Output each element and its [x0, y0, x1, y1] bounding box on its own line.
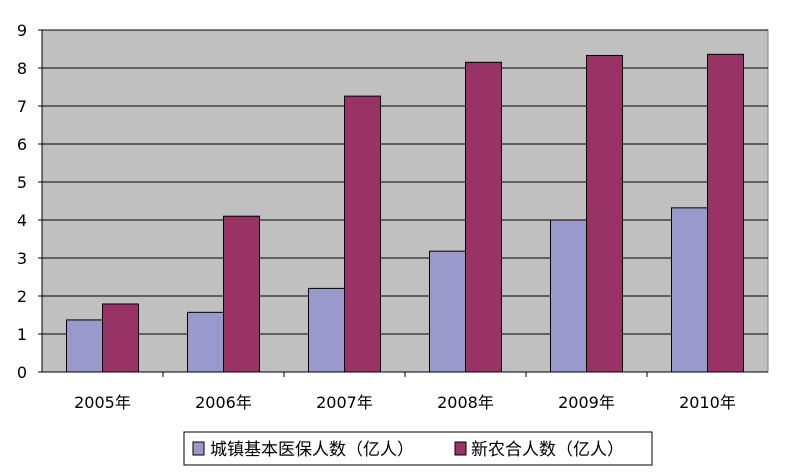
- x-tick-label: 2007年: [316, 393, 373, 412]
- bar-series-1-1: [187, 311, 224, 373]
- x-tick-label: 2010年: [679, 393, 736, 412]
- bar-series-2-2: [344, 95, 381, 373]
- legend-label-series-2: 新农合人数（亿人）: [471, 440, 624, 460]
- bar-series-1-2: [308, 287, 345, 373]
- legend-swatch-series-2: [454, 441, 467, 456]
- x-tick-label: 2005年: [74, 393, 131, 412]
- bars: [66, 53, 744, 373]
- y-tick-label: 2: [17, 287, 27, 306]
- bar-series-1-4: [550, 219, 587, 373]
- y-tick-label: 4: [17, 211, 27, 230]
- y-tick-label: 0: [17, 363, 27, 382]
- bar-series-2-4: [586, 54, 623, 373]
- bar-series-2-1: [223, 215, 260, 373]
- x-tick-label: 2009年: [558, 393, 615, 412]
- bar-series-1-0: [66, 319, 103, 373]
- x-tick-label: 2006年: [195, 393, 252, 412]
- y-tick-labels: 0 1 2 3 4 5 6 7 8 9: [17, 21, 42, 382]
- legend-swatch-series-1: [192, 441, 205, 456]
- y-tick-label: 6: [17, 135, 27, 154]
- bar-series-2-0: [102, 303, 139, 373]
- y-tick-label: 5: [17, 173, 27, 192]
- x-tick-labels: 2005年 2006年 2007年 2008年 2009年 2010年: [74, 372, 736, 412]
- legend-label-series-1: 城镇基本医保人数（亿人）: [210, 440, 414, 460]
- plot-area: [41, 29, 769, 373]
- bar-series-1-5: [671, 207, 708, 373]
- bar-series-1-3: [429, 250, 466, 373]
- y-tick-label: 3: [17, 249, 27, 268]
- legend-box: [183, 431, 653, 466]
- gridlines: [42, 29, 768, 335]
- y-tick-label: 9: [17, 21, 27, 40]
- bar-series-2-5: [707, 53, 744, 373]
- bar-series-2-3: [465, 61, 502, 373]
- legend: 城镇基本医保人数（亿人） 新农合人数（亿人）: [183, 431, 653, 466]
- y-tick-label: 1: [17, 325, 27, 344]
- x-tick-label: 2008年: [437, 393, 494, 412]
- y-tick-label: 8: [17, 59, 27, 78]
- y-tick-label: 7: [17, 97, 27, 116]
